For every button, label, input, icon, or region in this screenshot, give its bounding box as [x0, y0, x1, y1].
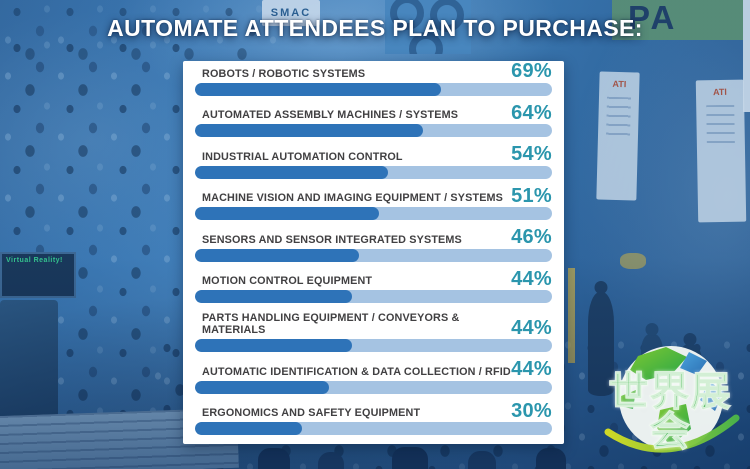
bar-value: 30% [511, 399, 552, 422]
bar-track [195, 290, 552, 303]
bar-header: MOTION CONTROL EQUIPMENT 44% [195, 267, 552, 290]
bar-value: 69% [511, 60, 552, 83]
bar-fill [195, 165, 388, 179]
bar-fill [195, 124, 424, 137]
ring-shape [409, 32, 443, 54]
yellow-equipment [620, 253, 646, 269]
bar-header: AUTOMATED ASSEMBLY MACHINES / SYSTEMS 64% [195, 101, 552, 124]
attendee-silhouette [588, 292, 614, 396]
attendee-silhouette [392, 447, 428, 469]
chart-row: MOTION CONTROL EQUIPMENT 44% [195, 267, 552, 313]
bar-fill [195, 207, 379, 220]
bar-header: MACHINE VISION AND IMAGING EQUIPMENT / S… [195, 184, 552, 207]
bar-track [195, 124, 552, 137]
bar-value: 54% [511, 143, 552, 166]
bar-label: ERGONOMICS AND SAFETY EQUIPMENT [202, 407, 421, 419]
booth-logo-panel [385, 0, 471, 54]
bar-value: 44% [511, 267, 552, 290]
ring-shape [430, 0, 464, 32]
bar-chart: ROBOTS / ROBOTIC SYSTEMS 69% AUTOMATED ASS… [195, 60, 552, 445]
bar-fill [195, 422, 303, 435]
bar-header: ROBOTS / ROBOTIC SYSTEMS 69% [195, 60, 552, 83]
attendee-silhouette [258, 448, 290, 469]
bar-fill [195, 82, 442, 96]
bar-track [195, 248, 552, 262]
bar-label: MACHINE VISION AND IMAGING EQUIPMENT / S… [202, 192, 504, 204]
bar-header: PARTS HANDLING EQUIPMENT / CONVEYORS & M… [195, 312, 552, 339]
chart-row: SENSORS AND SENSOR INTEGRATED SYSTEMS 46% [195, 226, 552, 271]
top-right-sign: PA [612, 0, 743, 40]
chart-row: MACHINE VISION AND IMAGING EQUIPMENT / S… [195, 184, 552, 230]
chart-row: ERGONOMICS AND SAFETY EQUIPMENT 30% [195, 399, 552, 445]
attendee-silhouette [318, 452, 344, 469]
wall-strip [743, 0, 750, 112]
chart-row: AUTOMATIC IDENTIFICATION & DATA COLLECTI… [195, 358, 552, 403]
bar-value: 44% [511, 358, 552, 381]
bar-value: 51% [511, 184, 552, 207]
bar-fill [195, 290, 353, 303]
bar-fill [195, 339, 353, 352]
bar-header: AUTOMATIC IDENTIFICATION & DATA COLLECTI… [195, 358, 552, 381]
bar-value: 46% [511, 226, 552, 249]
chart-row: AUTOMATED ASSEMBLY MACHINES / SYSTEMS 64% [195, 101, 552, 147]
demo-screen: Virtual Reality! [0, 252, 76, 298]
bar-label: SENSORS AND SENSOR INTEGRATED SYSTEMS [202, 233, 462, 246]
watermark-logo: 世界展会 [590, 340, 750, 469]
bar-label: ROBOTS / ROBOTIC SYSTEMS [202, 67, 366, 80]
bar-fill [195, 380, 329, 394]
bar-track [195, 422, 552, 435]
bar-fill [195, 248, 360, 262]
bar-label: PARTS HANDLING EQUIPMENT / CONVEYORS & M… [202, 312, 460, 336]
bar-track [195, 165, 552, 179]
bar-label: INDUSTRIAL AUTOMATION CONTROL [202, 150, 403, 163]
chart-card: ROBOTS / ROBOTIC SYSTEMS 69% AUTOMATED ASS… [183, 61, 564, 444]
bar-header: ERGONOMICS AND SAFETY EQUIPMENT 30% [195, 399, 552, 422]
attendee-silhouette [536, 448, 566, 469]
machine-cabinet [0, 300, 58, 422]
bar-track [195, 82, 552, 96]
chart-row: ROBOTS / ROBOTIC SYSTEMS 69% [195, 60, 552, 105]
chart-row: PARTS HANDLING EQUIPMENT / CONVEYORS & M… [195, 312, 552, 361]
attendee-silhouette [468, 451, 496, 469]
ring-shape [390, 0, 424, 30]
bar-header: INDUSTRIAL AUTOMATION CONTROL 54% [195, 143, 552, 166]
bar-track [195, 207, 552, 220]
chart-row: INDUSTRIAL AUTOMATION CONTROL 54% [195, 143, 552, 188]
bar-label: MOTION CONTROL EQUIPMENT [202, 275, 373, 287]
bar-label: AUTOMATIC IDENTIFICATION & DATA COLLECTI… [202, 365, 511, 378]
bar-value: 64% [511, 101, 552, 124]
page-title: AUTOMATE ATTENDEES PLAN TO PURCHASE: [107, 15, 643, 41]
globe-icon [604, 346, 740, 453]
bar-track [195, 380, 552, 394]
bar-label: AUTOMATED ASSEMBLY MACHINES / SYSTEMS [202, 109, 459, 121]
booth-sign: SMAC [262, 0, 320, 26]
watermark-text: 世界展会 [608, 370, 732, 454]
bar-header: SENSORS AND SENSOR INTEGRATED SYSTEMS 46% [195, 226, 552, 249]
yellow-pole [568, 268, 575, 363]
bar-track [195, 339, 552, 352]
bar-value: 44% [511, 316, 552, 339]
